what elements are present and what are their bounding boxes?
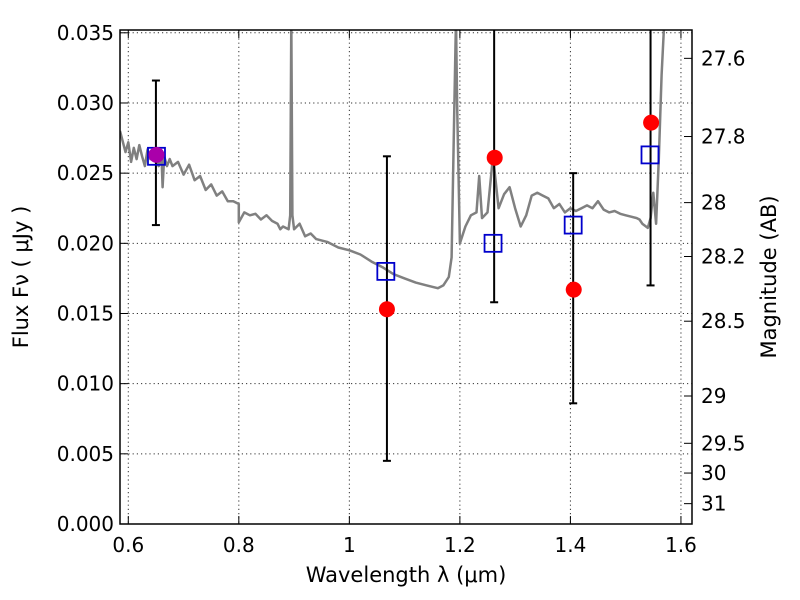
model-square-marker <box>483 233 503 253</box>
y-tick-label: 0.025 <box>57 161 114 185</box>
observed-flux-point <box>378 301 395 318</box>
right-tick-label: 27.6 <box>701 46 746 70</box>
model-spectrum-line <box>120 30 666 290</box>
x-tick-label: 1 <box>343 533 356 557</box>
observed-flux-point <box>486 149 503 166</box>
right-tick-label: 28.2 <box>701 245 746 269</box>
y-tick-label: 0.020 <box>57 231 114 255</box>
right-tick-label: 31 <box>701 492 726 516</box>
y-tick-label: 0.030 <box>57 91 114 115</box>
y-tick-label: 0.010 <box>57 372 114 396</box>
model-square-marker <box>563 215 583 235</box>
right-tick-label: 30 <box>701 461 726 485</box>
observed-flux-point <box>148 146 165 163</box>
y-tick-label: 0.035 <box>57 21 114 45</box>
right-axis-title: Magnitude (AB) <box>757 195 781 358</box>
y-tick-label: 0.015 <box>57 301 114 325</box>
x-tick-label: 1.6 <box>665 533 697 557</box>
right-tick-label: 28.5 <box>701 309 746 333</box>
right-tick-label: 29.5 <box>701 431 746 455</box>
right-tick-label: 28 <box>701 191 726 215</box>
observed-flux-point <box>565 281 582 298</box>
y-tick-label: 0.005 <box>57 442 114 466</box>
axis-ticks: 0.6 0.8 1 1.2 1.4 1.6 0.000 0.005 0.010 0.015 0.02… <box>57 21 746 557</box>
right-tick-label: 27.8 <box>701 125 746 149</box>
y-axis-title: Flux Fν ( μJy ) <box>9 206 33 349</box>
grid-lines <box>120 30 692 525</box>
right-tick-label: 29 <box>701 384 726 408</box>
axes-frame <box>119 29 693 525</box>
plot-area <box>120 30 666 462</box>
model-square-marker <box>640 145 660 165</box>
x-tick-label: 1.4 <box>555 533 587 557</box>
observed-flux-point <box>643 114 660 131</box>
x-axis-title: Wavelength λ (μm) <box>306 563 507 587</box>
model-square-marker <box>376 261 396 281</box>
x-tick-label: 0.6 <box>112 533 144 557</box>
x-tick-label: 0.8 <box>223 533 255 557</box>
y-tick-label: 0.000 <box>57 512 114 536</box>
x-tick-label: 1.2 <box>444 533 476 557</box>
